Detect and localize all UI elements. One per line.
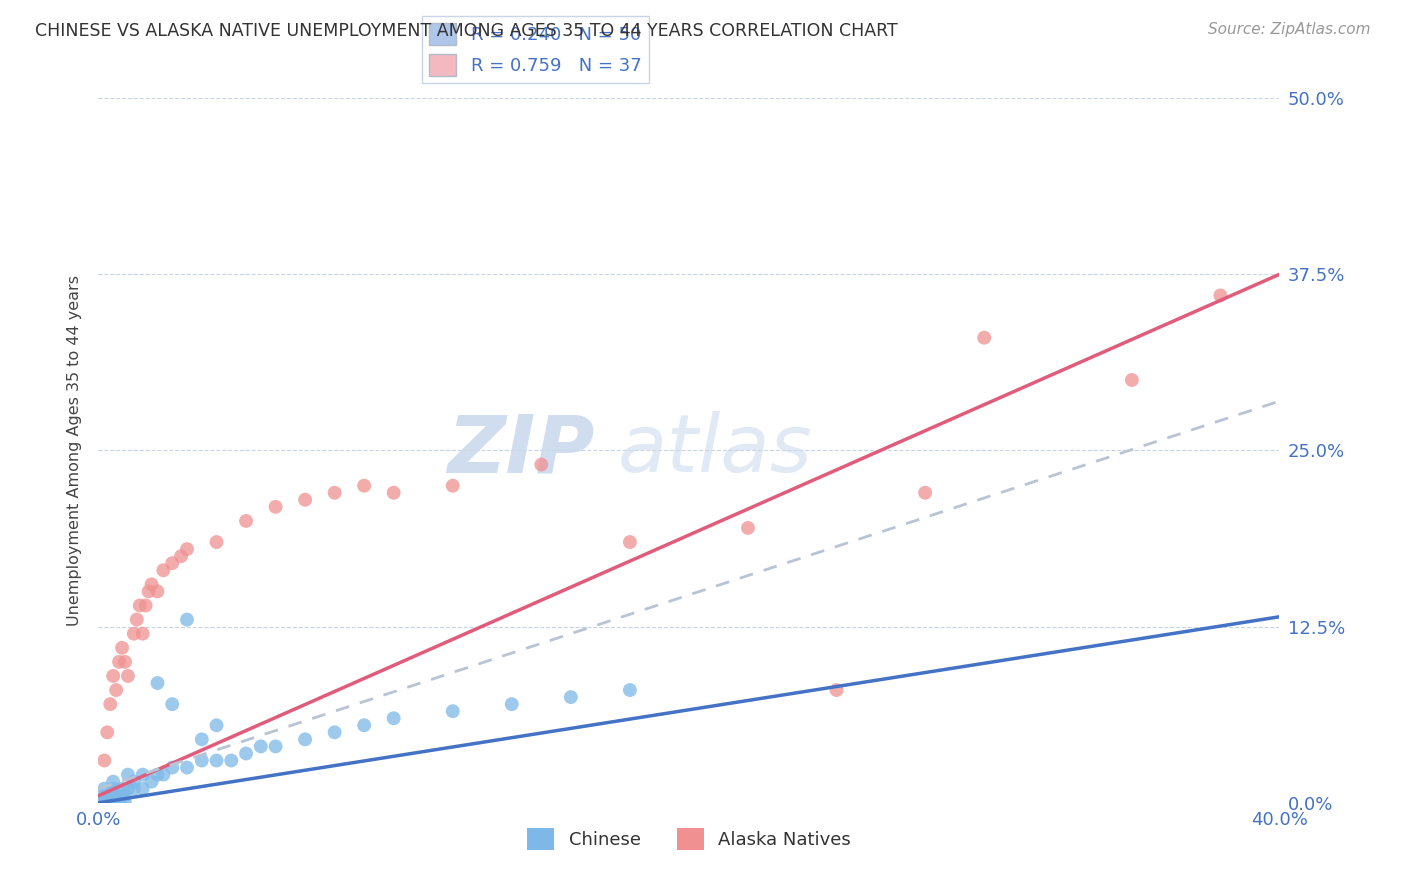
Point: [264, 739, 287, 754]
Point: [1121, 373, 1143, 387]
Point: [176, 542, 198, 557]
Point: [103, 789, 125, 803]
Point: [170, 549, 193, 564]
Point: [323, 725, 346, 739]
Point: [114, 789, 136, 803]
Text: Source: ZipAtlas.com: Source: ZipAtlas.com: [1208, 22, 1371, 37]
Point: [264, 500, 287, 514]
Point: [501, 697, 523, 711]
Point: [141, 774, 163, 789]
Point: [114, 796, 136, 810]
Point: [191, 754, 214, 768]
Point: [132, 626, 155, 640]
Point: [111, 640, 134, 655]
Point: [235, 747, 257, 761]
Point: [973, 331, 995, 345]
Point: [98, 697, 121, 711]
Point: [560, 690, 582, 705]
Point: [117, 669, 139, 683]
Point: [146, 584, 169, 599]
Point: [294, 732, 316, 747]
Point: [98, 793, 121, 807]
Point: [323, 485, 346, 500]
Point: [382, 485, 405, 500]
Legend: Chinese, Alaska Natives: Chinese, Alaska Natives: [520, 821, 858, 857]
Point: [152, 767, 174, 781]
Point: [250, 739, 273, 754]
Point: [146, 767, 169, 781]
Point: [737, 521, 759, 535]
Point: [235, 514, 257, 528]
Point: [105, 789, 128, 803]
Point: [162, 556, 183, 570]
Point: [162, 760, 183, 774]
Point: [176, 760, 198, 774]
Point: [914, 485, 936, 500]
Point: [530, 458, 553, 472]
Point: [108, 655, 131, 669]
Point: [132, 781, 155, 796]
Point: [135, 599, 157, 613]
Point: [96, 796, 118, 810]
Point: [96, 791, 118, 805]
Point: [114, 655, 136, 669]
Point: [128, 599, 150, 613]
Point: [132, 767, 155, 781]
Point: [111, 781, 134, 796]
Point: [96, 725, 118, 739]
Point: [825, 683, 848, 698]
Point: [353, 478, 375, 492]
Point: [152, 563, 174, 577]
Point: [619, 535, 641, 549]
Point: [122, 774, 145, 789]
Point: [162, 697, 183, 711]
Point: [205, 754, 228, 768]
Point: [111, 789, 134, 803]
Point: [146, 676, 169, 690]
Point: [105, 793, 128, 807]
Point: [93, 796, 115, 810]
Point: [93, 781, 115, 796]
Point: [205, 718, 228, 732]
Point: [619, 683, 641, 698]
Point: [441, 478, 464, 492]
Point: [221, 754, 243, 768]
Point: [98, 796, 121, 810]
Point: [176, 613, 198, 627]
Point: [93, 789, 115, 803]
Point: [93, 793, 115, 807]
Point: [117, 781, 139, 796]
Point: [103, 669, 125, 683]
Text: atlas: atlas: [619, 411, 813, 490]
Point: [105, 683, 128, 698]
Point: [103, 774, 125, 789]
Point: [103, 796, 125, 810]
Text: CHINESE VS ALASKA NATIVE UNEMPLOYMENT AMONG AGES 35 TO 44 YEARS CORRELATION CHAR: CHINESE VS ALASKA NATIVE UNEMPLOYMENT AM…: [35, 22, 898, 40]
Point: [205, 535, 228, 549]
Point: [138, 584, 160, 599]
Point: [294, 492, 316, 507]
Point: [191, 732, 214, 747]
Point: [103, 781, 125, 796]
Point: [1209, 288, 1232, 302]
Point: [382, 711, 405, 725]
Point: [122, 781, 145, 796]
Point: [108, 791, 131, 805]
Point: [108, 796, 131, 810]
Point: [353, 718, 375, 732]
Point: [125, 613, 148, 627]
Y-axis label: Unemployment Among Ages 35 to 44 years: Unemployment Among Ages 35 to 44 years: [67, 275, 83, 626]
Point: [441, 704, 464, 718]
Text: ZIP: ZIP: [447, 411, 595, 490]
Point: [93, 754, 115, 768]
Point: [141, 577, 163, 591]
Point: [122, 626, 145, 640]
Point: [117, 767, 139, 781]
